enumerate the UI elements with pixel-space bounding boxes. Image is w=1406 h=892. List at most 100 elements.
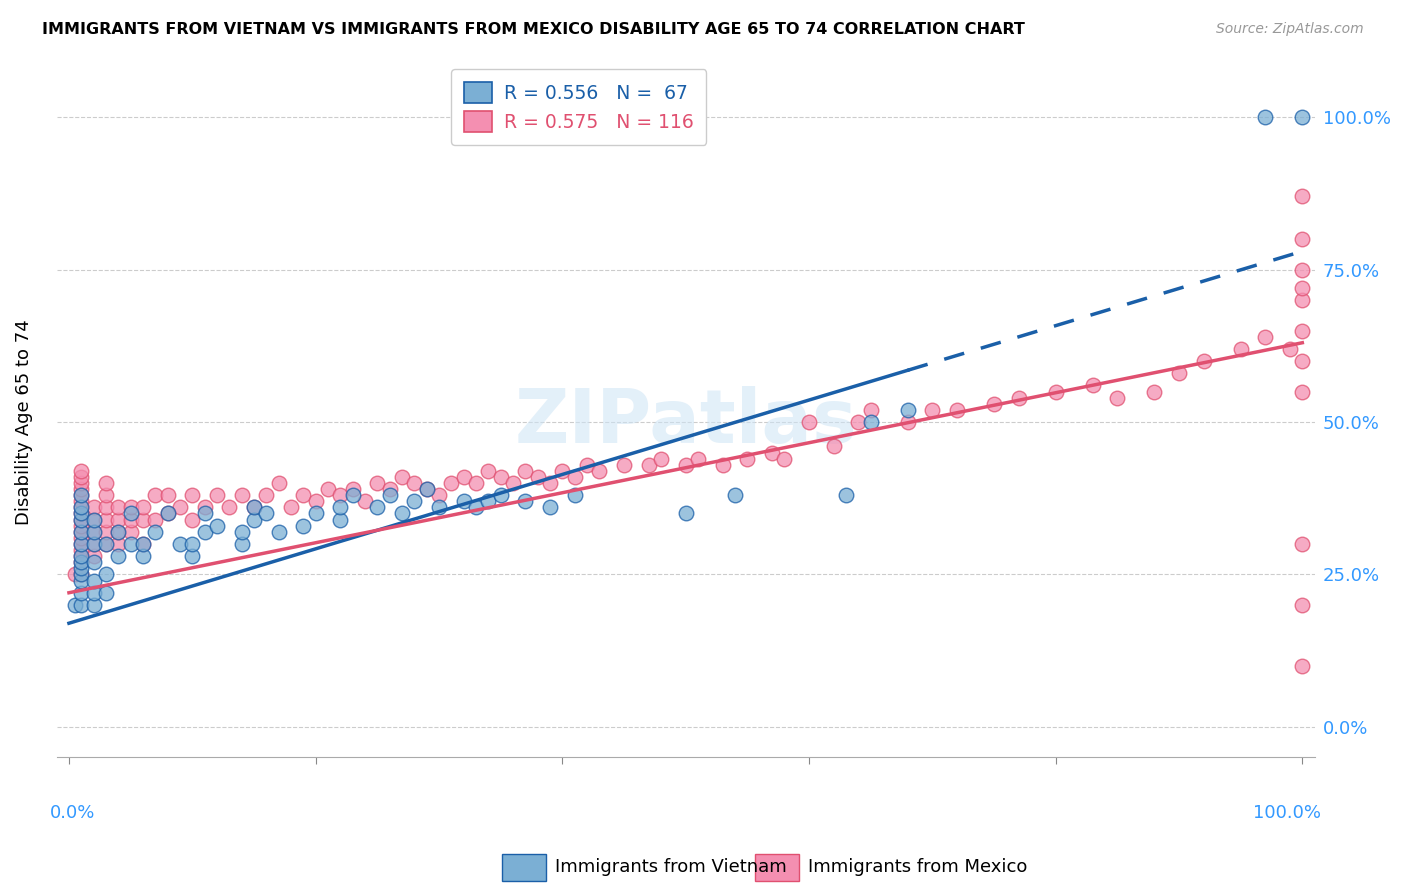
Immigrants from Mexico: [70, 470, 93, 484]
Immigrants from Mexico: [921, 402, 943, 417]
Immigrants from Mexico: [70, 524, 93, 539]
Immigrants from Mexico: [70, 518, 93, 533]
Immigrants from Mexico: [1291, 598, 1313, 612]
Immigrants from Vietnam: [724, 488, 747, 502]
Immigrants from Mexico: [63, 567, 86, 582]
Immigrants from Mexico: [1291, 262, 1313, 277]
Immigrants from Mexico: [859, 402, 882, 417]
Immigrants from Mexico: [120, 524, 142, 539]
Immigrants from Vietnam: [70, 549, 93, 564]
Immigrants from Mexico: [83, 512, 105, 526]
Immigrants from Mexico: [1254, 329, 1277, 343]
Text: IMMIGRANTS FROM VIETNAM VS IMMIGRANTS FROM MEXICO DISABILITY AGE 65 TO 74 CORREL: IMMIGRANTS FROM VIETNAM VS IMMIGRANTS FR…: [42, 22, 1025, 37]
Immigrants from Mexico: [243, 500, 266, 515]
Immigrants from Mexico: [1008, 391, 1031, 405]
Immigrants from Mexico: [292, 488, 315, 502]
Immigrants from Mexico: [465, 475, 488, 490]
Immigrants from Vietnam: [132, 537, 155, 551]
Immigrants from Vietnam: [70, 561, 93, 575]
Immigrants from Vietnam: [194, 524, 217, 539]
Immigrants from Mexico: [637, 458, 659, 472]
Bar: [502, 855, 546, 881]
Immigrants from Vietnam: [243, 512, 266, 526]
Immigrants from Vietnam: [70, 500, 93, 515]
Immigrants from Mexico: [181, 488, 204, 502]
Immigrants from Mexico: [94, 488, 117, 502]
Immigrants from Mexico: [588, 464, 610, 478]
Immigrants from Mexico: [254, 488, 277, 502]
Immigrants from Mexico: [686, 451, 709, 466]
Immigrants from Mexico: [453, 470, 475, 484]
Immigrants from Vietnam: [83, 537, 105, 551]
Immigrants from Mexico: [797, 415, 820, 429]
Immigrants from Vietnam: [70, 537, 93, 551]
Immigrants from Mexico: [613, 458, 636, 472]
Immigrants from Vietnam: [304, 507, 326, 521]
Immigrants from Mexico: [107, 537, 129, 551]
Immigrants from Vietnam: [329, 500, 352, 515]
Immigrants from Mexico: [120, 512, 142, 526]
Legend: R = 0.556   N =  67, R = 0.575   N = 116: R = 0.556 N = 67, R = 0.575 N = 116: [451, 70, 706, 145]
Immigrants from Mexico: [316, 482, 339, 496]
Immigrants from Mexico: [404, 475, 426, 490]
Immigrants from Vietnam: [132, 549, 155, 564]
Text: Immigrants from Vietnam: Immigrants from Vietnam: [555, 858, 787, 876]
Immigrants from Vietnam: [83, 574, 105, 588]
Immigrants from Vietnam: [70, 555, 93, 569]
Immigrants from Vietnam: [415, 482, 437, 496]
Immigrants from Mexico: [477, 464, 499, 478]
Immigrants from Mexico: [1291, 354, 1313, 368]
Immigrants from Vietnam: [70, 488, 93, 502]
Immigrants from Mexico: [156, 488, 179, 502]
Immigrants from Vietnam: [181, 549, 204, 564]
Immigrants from Mexico: [132, 500, 155, 515]
Immigrants from Vietnam: [83, 512, 105, 526]
Immigrants from Mexico: [329, 488, 352, 502]
Immigrants from Vietnam: [83, 598, 105, 612]
Immigrants from Vietnam: [70, 524, 93, 539]
Immigrants from Vietnam: [254, 507, 277, 521]
Immigrants from Mexico: [218, 500, 240, 515]
Immigrants from Vietnam: [292, 518, 315, 533]
Immigrants from Mexico: [366, 475, 388, 490]
Immigrants from Vietnam: [675, 507, 697, 521]
Immigrants from Vietnam: [1291, 110, 1313, 124]
Text: ZIPatlas: ZIPatlas: [515, 385, 856, 458]
Immigrants from Mexico: [983, 397, 1005, 411]
Immigrants from Vietnam: [120, 537, 142, 551]
Immigrants from Mexico: [1291, 659, 1313, 673]
Immigrants from Mexico: [564, 470, 586, 484]
Immigrants from Vietnam: [156, 507, 179, 521]
Immigrants from Mexico: [181, 512, 204, 526]
Immigrants from Vietnam: [143, 524, 166, 539]
Immigrants from Mexico: [169, 500, 191, 515]
Text: 0.0%: 0.0%: [51, 805, 96, 822]
Immigrants from Mexico: [1291, 189, 1313, 203]
Immigrants from Mexico: [1081, 378, 1104, 392]
Immigrants from Mexico: [70, 500, 93, 515]
Immigrants from Mexico: [143, 488, 166, 502]
Immigrants from Vietnam: [1254, 110, 1277, 124]
Immigrants from Mexico: [427, 488, 450, 502]
Immigrants from Vietnam: [515, 494, 537, 508]
Y-axis label: Disability Age 65 to 74: Disability Age 65 to 74: [15, 319, 32, 524]
Immigrants from Mexico: [107, 500, 129, 515]
Immigrants from Mexico: [846, 415, 869, 429]
Immigrants from Mexico: [70, 464, 93, 478]
Immigrants from Vietnam: [231, 524, 253, 539]
Immigrants from Vietnam: [107, 549, 129, 564]
Immigrants from Mexico: [1291, 324, 1313, 338]
Immigrants from Mexico: [1229, 342, 1251, 356]
Immigrants from Vietnam: [83, 586, 105, 600]
Immigrants from Mexico: [70, 482, 93, 496]
Immigrants from Mexico: [94, 475, 117, 490]
Immigrants from Vietnam: [329, 512, 352, 526]
Immigrants from Mexico: [1291, 293, 1313, 307]
Immigrants from Vietnam: [378, 488, 401, 502]
Immigrants from Vietnam: [70, 507, 93, 521]
Immigrants from Vietnam: [859, 415, 882, 429]
Immigrants from Mexico: [1291, 281, 1313, 295]
Immigrants from Vietnam: [83, 524, 105, 539]
Immigrants from Vietnam: [94, 567, 117, 582]
Immigrants from Mexico: [1045, 384, 1067, 399]
